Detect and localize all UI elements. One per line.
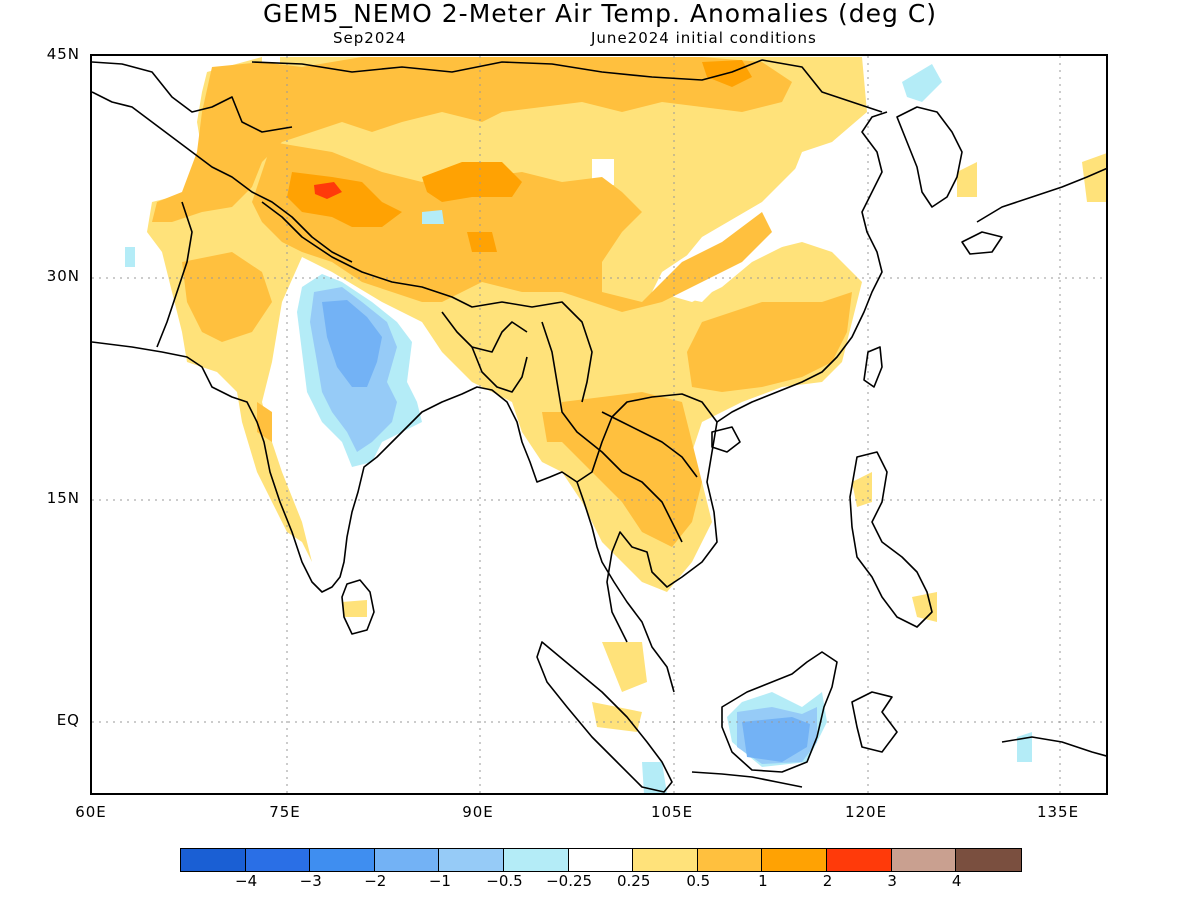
- coastlines: [92, 59, 1106, 793]
- lat-label-45n: 45N: [46, 45, 80, 63]
- map-panel: [90, 54, 1108, 795]
- colorbar-label: −4: [235, 872, 258, 890]
- colorbar-label: 4: [951, 872, 962, 890]
- colorbar-bin-neutral: [568, 849, 634, 871]
- lat-label-eq: EQ: [56, 711, 80, 729]
- colorbar-label: −1: [428, 872, 451, 890]
- colorbar-bin-pos3: [891, 849, 957, 871]
- colorbar-label: 0.25: [616, 872, 651, 890]
- colorbar-bin-neg1: [374, 849, 440, 871]
- lat-label-30n: 30N: [46, 267, 80, 285]
- initial-conditions: June2024 initial conditions: [591, 29, 817, 47]
- anomaly-map: [92, 56, 1106, 793]
- colorbar-bin-neg3: [245, 849, 311, 871]
- colorbar-label: 3: [887, 872, 897, 890]
- anomaly-region-colder: [322, 300, 810, 762]
- colorbar-label: 2: [822, 872, 833, 890]
- colorbar-label: 0.5: [686, 872, 711, 890]
- lon-label-105e: 105E: [650, 803, 694, 821]
- colorbar-label: −0.5: [486, 872, 523, 890]
- colorbar-label: −2: [364, 872, 387, 890]
- colorbar-label: −0.25: [546, 872, 593, 890]
- colorbar-bin-neg025: [503, 849, 569, 871]
- colorbar-bin-pos2: [826, 849, 892, 871]
- colorbar-bin-neg2: [310, 849, 375, 871]
- lon-label-75e: 75E: [269, 803, 301, 821]
- lon-label-135e: 135E: [1036, 803, 1080, 821]
- colorbar-bin-pos4: [956, 849, 1021, 871]
- colorbar-label: −3: [299, 872, 322, 890]
- colorbar: [180, 848, 1022, 872]
- graticule: [92, 56, 1106, 793]
- colorbar-bin-neg4: [181, 849, 246, 871]
- anomaly-region-very-hot: [314, 182, 342, 199]
- lon-label-90e: 90E: [462, 803, 494, 821]
- lat-label-15n: 15N: [46, 489, 80, 507]
- colorbar-bin-pos025: [633, 849, 698, 871]
- lon-label-60e: 60E: [75, 803, 107, 821]
- colorbar-bin-neg05: [439, 849, 504, 871]
- colorbar-bin-pos1: [762, 849, 827, 871]
- forecast-month: Sep2024: [333, 29, 407, 47]
- anomaly-region-warm: [152, 57, 852, 547]
- colorbar-label: 1: [758, 872, 768, 890]
- map-title: GEM5_NEMO 2-Meter Air Temp. Anomalies (d…: [262, 0, 938, 28]
- lon-label-120e: 120E: [844, 803, 888, 821]
- colorbar-bin-pos05: [697, 849, 763, 871]
